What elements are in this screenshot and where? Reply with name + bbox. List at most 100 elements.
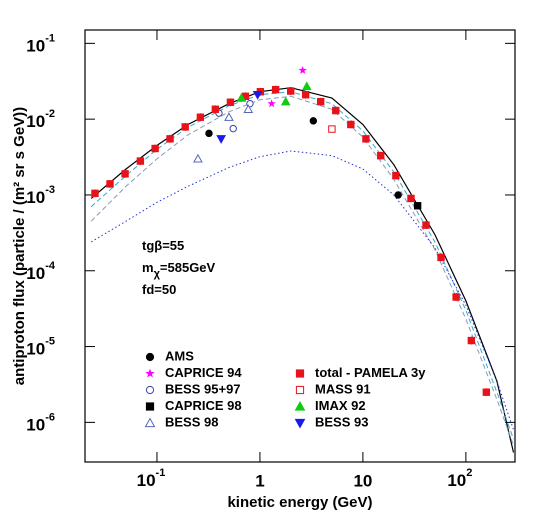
y-tick-label-base: 10: [26, 188, 45, 207]
legend-label: MASS 91: [315, 381, 371, 396]
annotation-text: tgβ=55: [142, 238, 184, 253]
data-point: [229, 124, 237, 133]
annotation: fd=50: [142, 282, 176, 297]
y-tick-label-base: 10: [26, 340, 45, 359]
annotation: mχ=585GeV: [142, 260, 216, 279]
data-point: [196, 113, 205, 121]
y-tick-label-base: 10: [26, 37, 45, 56]
legend-marker: [294, 418, 306, 429]
data-point: [106, 180, 114, 188]
y-tick-label-base: 10: [26, 113, 45, 132]
plot-frame: [84, 29, 516, 463]
legend-label: CAPRICE 98: [165, 398, 242, 413]
y-axis-label: antiproton flux (particle / (m² sr s GeV…: [11, 107, 28, 385]
legend-marker: [295, 385, 305, 395]
annotation-subscript: χ: [154, 268, 161, 280]
legend-label: IMAX 92: [315, 398, 366, 413]
x-tick-label: 10-1: [137, 467, 166, 491]
legend-marker: [145, 385, 155, 395]
data-point: [328, 125, 336, 133]
legend-label: CAPRICE 94: [165, 365, 242, 380]
data-point: [271, 85, 280, 94]
x-tick-label: 1: [255, 471, 264, 490]
legend-marker: [145, 402, 155, 411]
data-point: [91, 189, 99, 198]
y-tick-label: 10-4: [26, 260, 56, 284]
legend-label: AMS: [165, 348, 194, 363]
y-tick-label: 10-1: [26, 32, 55, 56]
data-point: [309, 117, 318, 125]
data-point: [437, 253, 445, 262]
legend-marker: [295, 369, 305, 378]
data-point: [301, 81, 312, 91]
data-point: [377, 151, 385, 160]
annotation: tgβ=55: [142, 238, 184, 253]
y-tick-label-exponent: -5: [45, 335, 55, 347]
x-tick-label: 10: [353, 471, 372, 490]
annotation-text: m: [142, 260, 154, 275]
data-point: [298, 66, 307, 74]
data-point: [407, 194, 415, 203]
data-point: [243, 104, 254, 113]
data-point: [301, 91, 310, 99]
y-tick-label: 10-5: [26, 335, 55, 359]
x-tick-label-base: 10: [447, 471, 466, 490]
x-tick-label-exponent: -1: [156, 467, 166, 479]
model-curve: [90, 91, 514, 440]
data-point: [166, 135, 174, 143]
data-point: [392, 171, 400, 180]
y-tick-label-exponent: -4: [45, 260, 56, 272]
data-point: [287, 87, 295, 95]
data-point: [482, 388, 491, 396]
y-tick-label: 10-6: [26, 411, 55, 435]
x-tick-label-exponent: 2: [466, 467, 472, 479]
model-curve: [90, 87, 515, 453]
data-point: [136, 157, 145, 165]
data-point: [413, 202, 422, 210]
legend-marker: [144, 417, 156, 428]
legend-marker: [294, 400, 306, 411]
model-curve: [90, 95, 514, 446]
legend-label: BESS 93: [315, 414, 368, 429]
y-tick-label-exponent: -6: [45, 411, 55, 423]
data-point: [332, 106, 340, 115]
y-tick-label-exponent: -1: [45, 32, 55, 44]
legend-marker: [145, 368, 155, 378]
y-tick-label-exponent: -2: [45, 108, 55, 120]
data-point: [216, 135, 226, 144]
data-point: [362, 135, 370, 143]
x-tick-label: 102: [447, 467, 472, 491]
y-tick-label: 10-2: [26, 108, 55, 132]
data-point: [452, 293, 460, 301]
data-point: [211, 105, 220, 113]
legend-label: BESS 95+97: [165, 381, 241, 396]
data-point: [467, 336, 476, 345]
data-point: [224, 112, 234, 121]
y-tick-label-exponent: -3: [45, 184, 55, 196]
legend-label: total - PAMELA 3y: [315, 365, 426, 380]
annotation-text: =585GeV: [160, 260, 216, 275]
data-point: [347, 120, 355, 129]
y-tick-label-base: 10: [26, 416, 45, 435]
data-point: [236, 92, 247, 102]
legend-marker: [145, 352, 155, 362]
data-point: [205, 129, 213, 138]
x-tick-label-base: 10: [137, 471, 156, 490]
legend-label: BESS 98: [165, 414, 218, 429]
data-point: [151, 144, 159, 153]
data-point: [181, 123, 189, 131]
data-point: [121, 170, 129, 178]
data-point: [226, 98, 235, 106]
data-point: [267, 99, 276, 108]
data-point: [394, 191, 402, 199]
data-point: [193, 153, 203, 163]
data-point: [316, 97, 325, 106]
x-axis-label: kinetic energy (GeV): [227, 494, 372, 511]
data-point: [252, 91, 263, 100]
y-tick-label-base: 10: [26, 264, 45, 283]
data-point: [280, 96, 291, 106]
annotation-text: fd=50: [142, 282, 176, 297]
y-tick-label: 10-3: [26, 184, 55, 208]
data-point: [422, 221, 430, 229]
